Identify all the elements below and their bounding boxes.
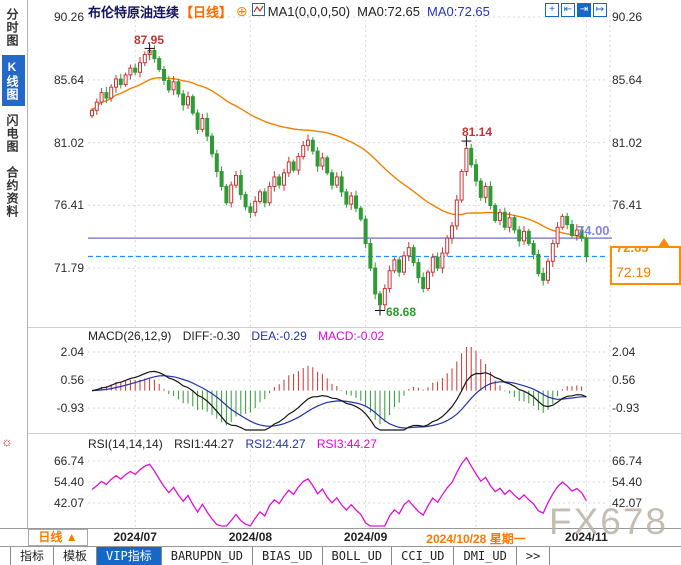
ma-params-label: MA1(0,0,0,50) xyxy=(267,3,351,19)
chart-header: 布伦特原油连续 【日线】 ⊕ MA1(0,0,0,50) MA0:72.65 M… xyxy=(29,0,681,22)
fx678-watermark: FX678 xyxy=(549,501,669,542)
chart-canvas[interactable] xyxy=(0,0,681,528)
date-axis-label: 2024/09 xyxy=(343,530,388,544)
sidebar-item-kline-chart[interactable]: K线图 xyxy=(2,55,25,106)
rsi3-value: RSI3:44.27 xyxy=(316,437,377,451)
low-price-annotation: 68.68 xyxy=(386,305,417,319)
indicator-tabbar: 指标 模板 VIP指标 BARUPDN_UD BIAS_UD BOLL_UD C… xyxy=(0,546,681,565)
date-axis-label: 2024/08 xyxy=(228,530,273,544)
symbol-title: 布伦特原油连续 xyxy=(88,4,180,20)
macd-params-label: MACD(26,12,9) xyxy=(88,329,172,343)
tab-more[interactable]: >> xyxy=(517,547,551,565)
pane-divider xyxy=(28,327,681,328)
macd-diff-value: DIFF:-0.30 xyxy=(182,329,241,343)
ma0-value-black: MA0:72.65 xyxy=(357,3,421,19)
rally-high-annotation: 81.14 xyxy=(462,125,493,139)
horizontal-line-label: 74.00 xyxy=(577,223,610,238)
date-axis: 日线 ▲ 2024/07 2024/08 2024/09 2024/10/28 星期一… xyxy=(0,528,681,546)
pane-divider xyxy=(28,433,681,434)
tab-templates[interactable]: 模板 xyxy=(54,547,98,565)
latest-price-label-clipped: 72.65 xyxy=(612,248,679,262)
sidebar-item-contract-info[interactable]: 合约资料 xyxy=(5,166,19,218)
date-axis-label: 2024/07 xyxy=(113,530,157,544)
date-axis-label: 2024/10/28 星期一 xyxy=(426,532,526,546)
period-arrow-icon: ▲ xyxy=(65,530,78,544)
rsi-header: RSI(14,14,14) RSI1:44.27 RSI2:44.27 RSI3… xyxy=(88,437,385,451)
tab-bias-ud[interactable]: BIAS_UD xyxy=(253,547,323,565)
add-indicator-icon[interactable]: ⊕ xyxy=(236,2,248,19)
alert-up-triangle-icon xyxy=(658,238,670,247)
ma0-value-blue: MA0:72.65 xyxy=(427,3,490,19)
macd-header: MACD(26,12,9) DIFF:-0.30 DEA:-0.29 MACD:… xyxy=(88,329,392,343)
tab-vip-indicators[interactable]: VIP指标 xyxy=(97,547,162,565)
tab-barupdn-ud[interactable]: BARUPDN_UD xyxy=(162,547,253,565)
period-label: 日线 xyxy=(38,530,63,544)
sidebar-item-time-chart[interactable]: 分时图 xyxy=(5,8,19,47)
period-selector[interactable]: 日线 ▲ xyxy=(28,529,88,546)
tab-indicators[interactable]: 指标 xyxy=(10,547,55,565)
rsi-params-label: RSI(14,14,14) xyxy=(88,437,163,451)
hot-indicator-icon: ☼ xyxy=(1,434,13,449)
pan-icon[interactable]: + xyxy=(545,3,559,17)
period-tag: 【日线】 xyxy=(180,4,233,20)
macd-bar-value: MACD:-0.02 xyxy=(318,329,385,343)
zoom-out-icon[interactable]: ⇤ xyxy=(561,3,575,17)
rsi1-value: RSI1:44.27 xyxy=(174,437,235,451)
kline-mini-icon xyxy=(251,3,265,19)
tab-cci-ud[interactable]: CCI_UD xyxy=(392,547,455,565)
peak-price-annotation: 87.95 xyxy=(134,33,165,47)
price-alert-box[interactable]: 72.65 72.19 xyxy=(610,246,681,285)
tab-boll-ud[interactable]: BOLL_UD xyxy=(323,547,393,565)
chart-type-sidebar: 分时图 K线图 闪电图 合约资料 ☼ xyxy=(0,0,28,528)
date-axis-label: 2024/11 xyxy=(565,530,608,544)
sidebar-item-lightning-chart[interactable]: 闪电图 xyxy=(5,114,19,153)
macd-dea-value: DEA:-0.29 xyxy=(251,329,307,343)
chart-toolbar: + ⇤ ⇥ ↦ xyxy=(545,3,607,17)
alert-price-label: 72.19 xyxy=(616,264,652,280)
page-forward-icon[interactable]: ↦ xyxy=(593,3,607,17)
zoom-in-icon[interactable]: ⇥ xyxy=(577,3,591,17)
rsi2-value: RSI2:44.27 xyxy=(245,437,306,451)
tab-dmi-ud[interactable]: DMI_UD xyxy=(454,547,517,565)
